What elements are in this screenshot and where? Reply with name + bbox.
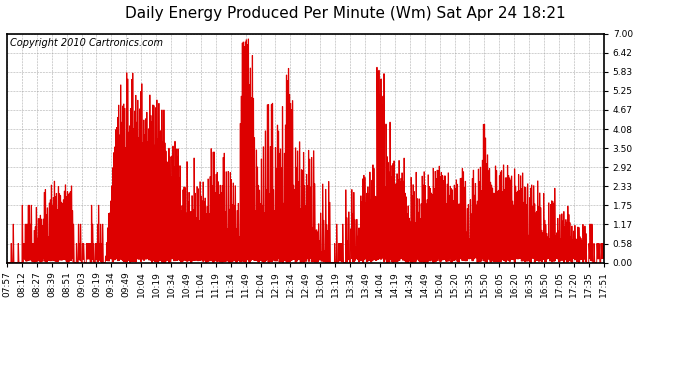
Text: Daily Energy Produced Per Minute (Wm) Sat Apr 24 18:21: Daily Energy Produced Per Minute (Wm) Sa… (125, 6, 565, 21)
Text: Copyright 2010 Cartronics.com: Copyright 2010 Cartronics.com (10, 38, 163, 48)
